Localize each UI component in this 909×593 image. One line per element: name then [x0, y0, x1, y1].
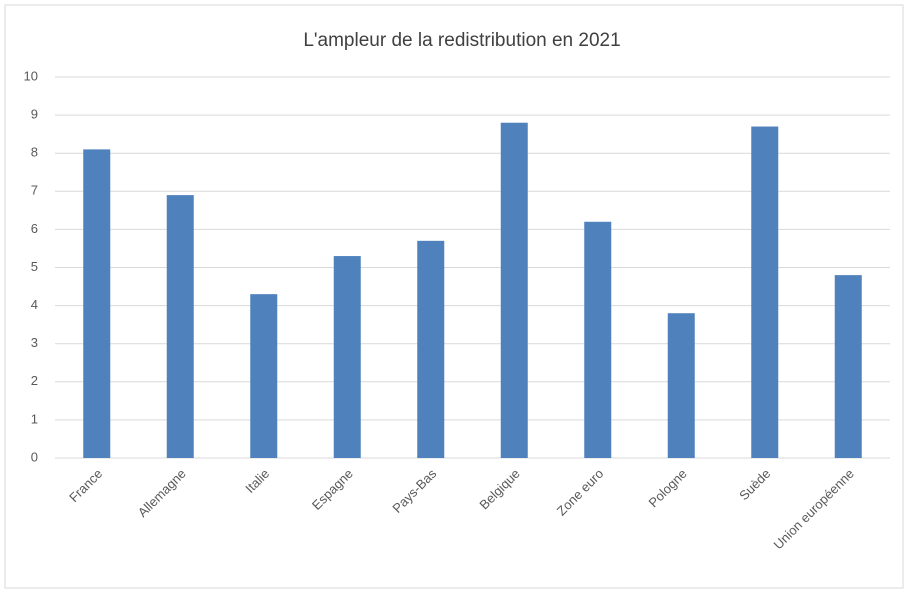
y-tick-label: 9: [31, 107, 38, 122]
bar: [333, 256, 361, 458]
y-tick-label: 7: [31, 183, 38, 198]
y-tick-label: 3: [31, 335, 38, 350]
bar: [166, 195, 194, 459]
y-tick-label: 2: [31, 373, 38, 388]
y-tick-label: 6: [31, 221, 38, 236]
bar: [751, 126, 779, 458]
y-tick-label: 4: [31, 297, 38, 312]
bar: [667, 313, 695, 458]
y-tick-label: 8: [31, 145, 38, 160]
bar: [834, 275, 862, 458]
bar: [417, 240, 445, 458]
bar: [83, 149, 111, 458]
bar: [584, 221, 612, 458]
bar: [250, 294, 278, 458]
y-tick-label: 1: [31, 411, 38, 426]
chart-title: L'ampleur de la redistribution en 2021: [303, 30, 620, 51]
y-tick-label: 10: [24, 68, 38, 83]
y-tick-label: 5: [31, 259, 38, 274]
bar: [500, 122, 528, 458]
y-tick-label: 0: [31, 449, 38, 464]
